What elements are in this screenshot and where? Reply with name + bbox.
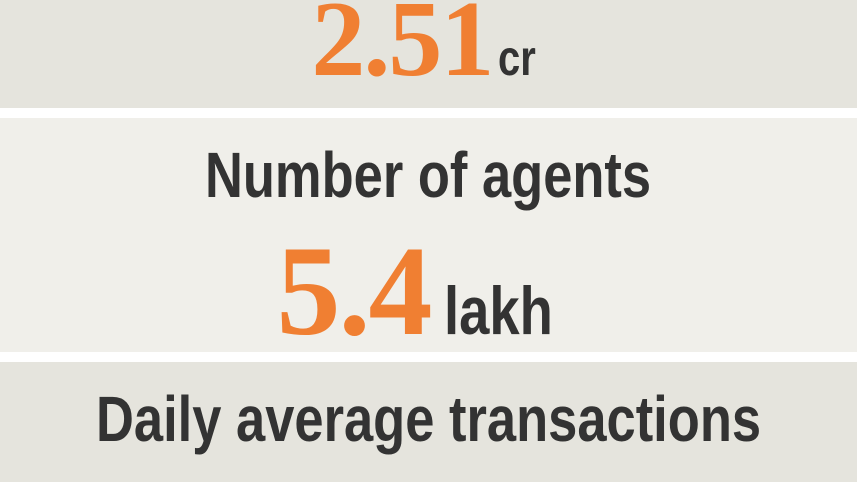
panel [0,118,857,352]
stat-value: 2.51 [311,0,494,99]
panel [0,0,857,108]
stat-label: Number of agents [205,139,652,211]
label-row: Number of agents [0,138,857,218]
panel [0,362,857,482]
stat-unit: lakh [444,273,554,349]
stat-label: Daily average transactions [95,383,762,455]
stat-value: 5.4 [276,220,432,362]
stat-row: 2.51 cr [0,0,857,99]
stat-unit: cr [498,30,537,86]
label-row: Daily average transactions [0,382,857,462]
stat-row: 5.4 lakh [0,218,857,362]
